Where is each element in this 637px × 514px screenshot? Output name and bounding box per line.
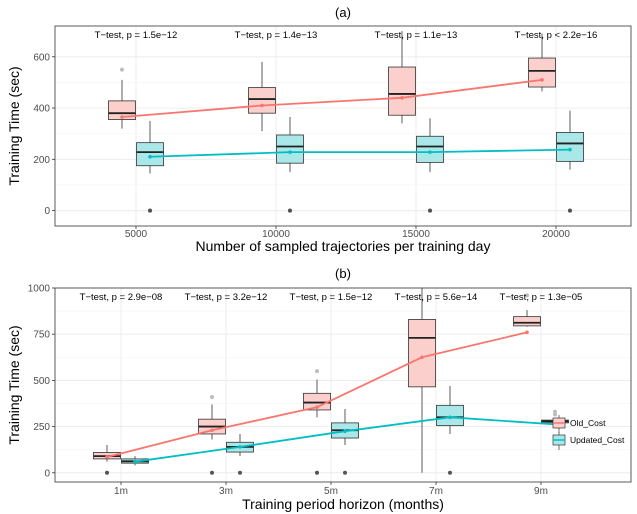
t-test-annotation: T−test, p < 2.2e−16: [515, 30, 598, 41]
mean-point: [133, 459, 137, 464]
mean-point: [400, 95, 404, 100]
panel-a: (a) 0 200 400 600 5000 10000 15000 20000 Number o…: [6, 5, 632, 254]
box-body: [436, 404, 464, 427]
box-body: [416, 135, 444, 163]
x-tick-label: 20000: [542, 229, 570, 240]
mean-point: [120, 115, 124, 119]
t-test-annotation: T−test, p = 3.2e−12: [185, 292, 268, 303]
outlier-point: [210, 470, 214, 475]
mean-point: [238, 445, 242, 449]
x-tick-label: 10000: [262, 229, 290, 240]
box-body: [276, 134, 304, 164]
legend-label: Updated_Cost: [570, 435, 625, 445]
mean-point: [148, 154, 152, 159]
mean-point: [568, 147, 572, 152]
t-test-annotation: T−test, p = 1.1e−13: [375, 30, 458, 41]
y-axis-label: Training Time (sec): [6, 325, 22, 444]
box-body: [528, 57, 556, 88]
y-tick-label: 250: [33, 422, 50, 433]
t-test-annotation: T−test, p = 2.9e−08: [80, 292, 163, 303]
panel-b: (b) 0 250 500 750 1000 1m 3m 5m 7m 9m Training peri…: [6, 266, 632, 512]
plot-border: [54, 25, 632, 227]
x-tick-label: 7m: [429, 486, 443, 497]
outlier-point: [525, 293, 529, 298]
outlier-point: [448, 470, 452, 475]
outlier-point: [315, 369, 319, 374]
mean-point: [260, 103, 264, 108]
x-tick-label: 1m: [114, 486, 128, 497]
y-tick-label: 400: [33, 104, 50, 115]
outlier-point: [553, 409, 557, 414]
plot-background: [55, 26, 631, 226]
box-body: [108, 100, 136, 120]
t-test-annotation: T−test, p = 1.4e−13: [235, 30, 318, 41]
y-axis-label: Training Time (sec): [6, 66, 22, 185]
box-body: [408, 319, 436, 388]
outlier-point: [553, 412, 557, 417]
outlier-point: [148, 208, 152, 213]
mean-line-old-cost: [121, 78, 543, 118]
mean-point: [288, 150, 292, 154]
outlier-point: [343, 470, 347, 475]
chart-title: (a): [335, 5, 351, 20]
outlier-point: [238, 470, 242, 475]
x-tick-label: 9m: [534, 486, 548, 497]
outlier-point: [210, 395, 214, 400]
t-test-annotation: T−test, p = 5.6e−14: [395, 292, 478, 303]
box-body: [136, 142, 164, 167]
mean-point: [448, 415, 452, 420]
t-test-annotation: T−test, p = 1.3e−05: [500, 292, 583, 303]
chart-title: (b): [335, 266, 351, 281]
x-tick-label: 3m: [219, 486, 233, 497]
box-body: [556, 132, 584, 162]
box-body: [248, 87, 276, 114]
y-tick-label: 0: [44, 206, 50, 217]
outlier-point: [288, 208, 292, 213]
mean-point: [210, 428, 214, 433]
box-body: [388, 66, 416, 116]
mean-point: [315, 405, 319, 409]
y-tick-label: 1000: [28, 284, 51, 295]
mean-point: [540, 78, 544, 82]
outlier-point: [315, 470, 319, 475]
plot-border: [54, 287, 632, 483]
x-tick-label: 15000: [402, 229, 430, 240]
mean-point: [428, 150, 432, 154]
mean-point: [343, 429, 347, 433]
mean-point: [105, 455, 109, 459]
x-axis-label: Number of sampled trajectories per train…: [196, 238, 491, 254]
plot-background: [55, 288, 631, 482]
box-body: [513, 316, 541, 327]
outlier-point: [105, 470, 109, 475]
y-tick-label: 200: [33, 155, 50, 166]
outlier-point: [568, 208, 572, 213]
mean-line-updated-cost: [149, 148, 571, 158]
outlier-point: [428, 208, 432, 213]
y-tick-label: 500: [33, 376, 50, 387]
mean-point: [525, 330, 529, 335]
y-tick-label: 0: [44, 468, 50, 479]
t-test-annotation: T−test, p = 1.5e−12: [95, 30, 178, 41]
x-axis-label: Training period horizon (months): [242, 496, 444, 512]
legend-label: Old_Cost: [570, 418, 606, 428]
t-test-annotation: T−test, p = 1.5e−12: [290, 292, 373, 303]
mean-point: [420, 355, 424, 360]
x-tick-label: 5000: [125, 229, 148, 240]
y-tick-label: 750: [33, 330, 50, 341]
y-tick-label: 600: [33, 52, 50, 63]
outlier-point: [120, 67, 124, 72]
x-tick-label: 5m: [324, 486, 338, 497]
